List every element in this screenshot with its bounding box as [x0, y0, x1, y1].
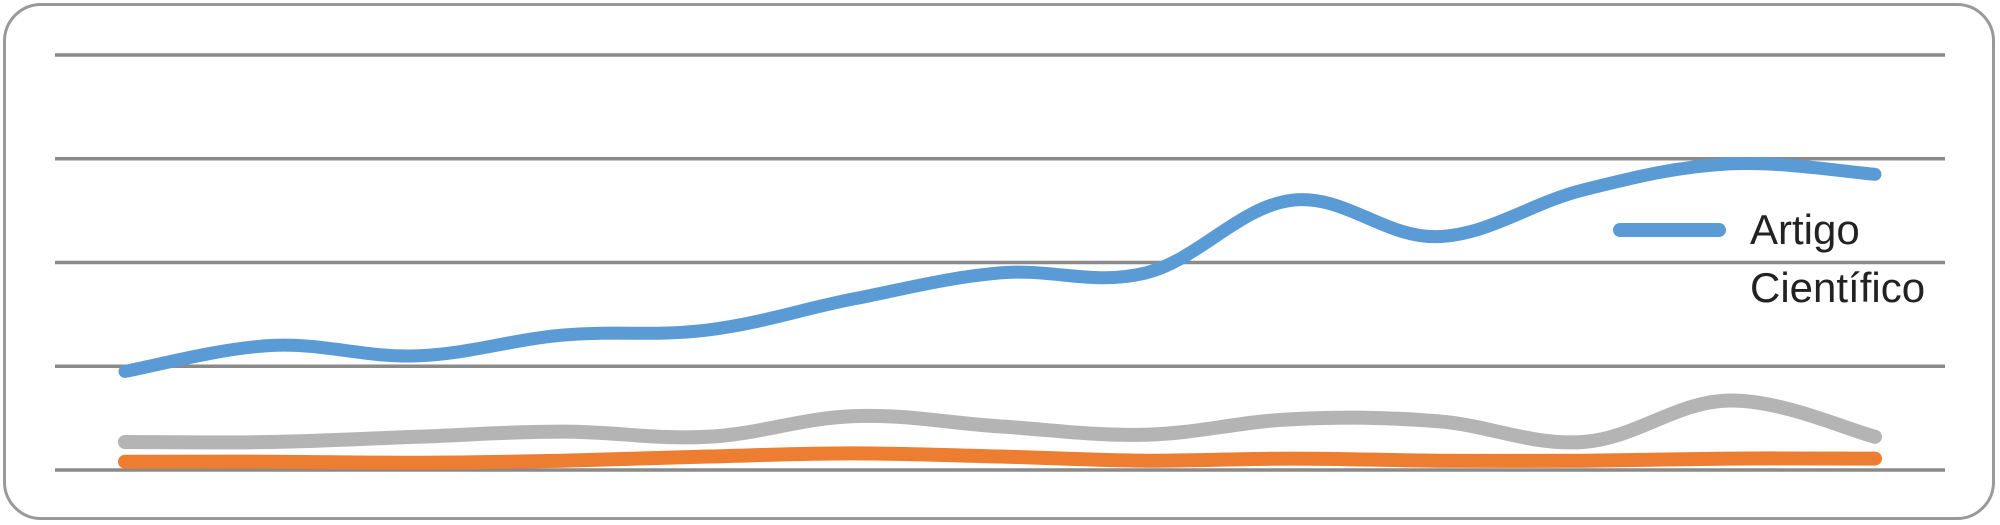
legend-label-line2: Científico — [1750, 264, 1925, 311]
series-line-0 — [118, 156, 1882, 378]
legend: Artigo Científico — [1613, 206, 1925, 311]
series-line-1 — [118, 393, 1882, 450]
series-line-2 — [118, 446, 1882, 470]
legend-label-line1: Artigo — [1750, 206, 1860, 253]
series-lines — [118, 156, 1882, 470]
gridlines — [55, 53, 1945, 472]
